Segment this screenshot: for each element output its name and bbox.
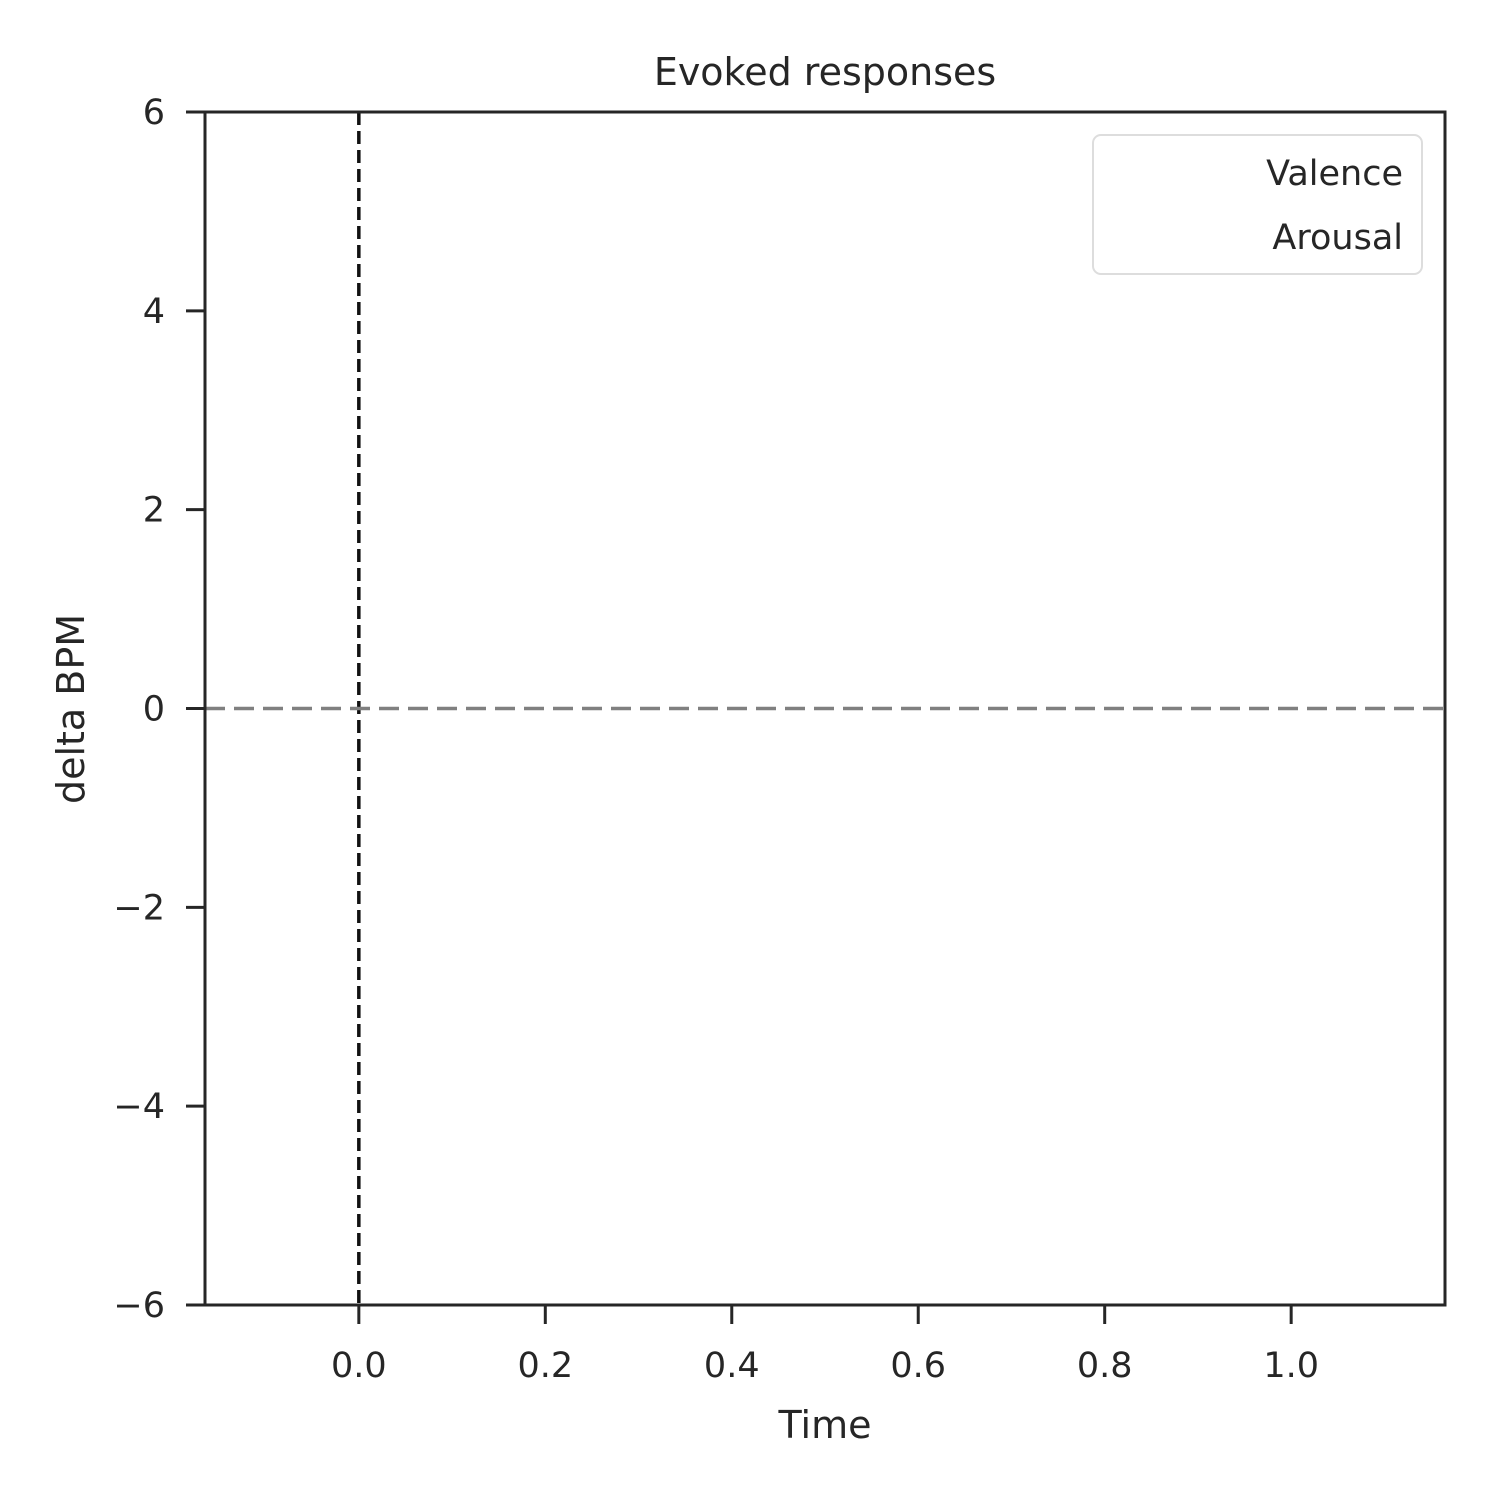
y-tick-label: 4 xyxy=(143,292,165,332)
legend-entry-arousal: Arousal xyxy=(1272,218,1403,258)
x-tick-label: 0.8 xyxy=(1077,1346,1133,1386)
legend: Valence Arousal xyxy=(1092,134,1423,275)
x-axis-ticks: 0.0 0.2 0.4 0.6 0.8 1.0 xyxy=(331,1305,1319,1386)
x-axis-label: Time xyxy=(778,1403,872,1447)
x-tick-label: 0.6 xyxy=(890,1346,946,1386)
legend-box xyxy=(1092,134,1423,275)
x-tick-label: 0.0 xyxy=(331,1346,387,1386)
chart-title: Evoked responses xyxy=(654,50,996,94)
y-tick-label: −4 xyxy=(113,1087,165,1127)
x-tick-label: 1.0 xyxy=(1263,1346,1319,1386)
y-tick-label: −2 xyxy=(113,888,165,928)
y-tick-label: 6 xyxy=(143,93,165,133)
legend-entry-valence: Valence xyxy=(1266,154,1403,194)
y-tick-label: 2 xyxy=(143,491,165,531)
plot-area xyxy=(205,112,1445,1305)
x-tick-label: 0.4 xyxy=(704,1346,760,1386)
y-axis-label: delta BPM xyxy=(49,614,93,804)
y-tick-label: 0 xyxy=(143,690,165,730)
y-axis-ticks: −6 −4 −2 0 2 4 6 xyxy=(113,93,205,1326)
y-tick-label: −6 xyxy=(113,1286,165,1326)
x-tick-label: 0.2 xyxy=(517,1346,573,1386)
